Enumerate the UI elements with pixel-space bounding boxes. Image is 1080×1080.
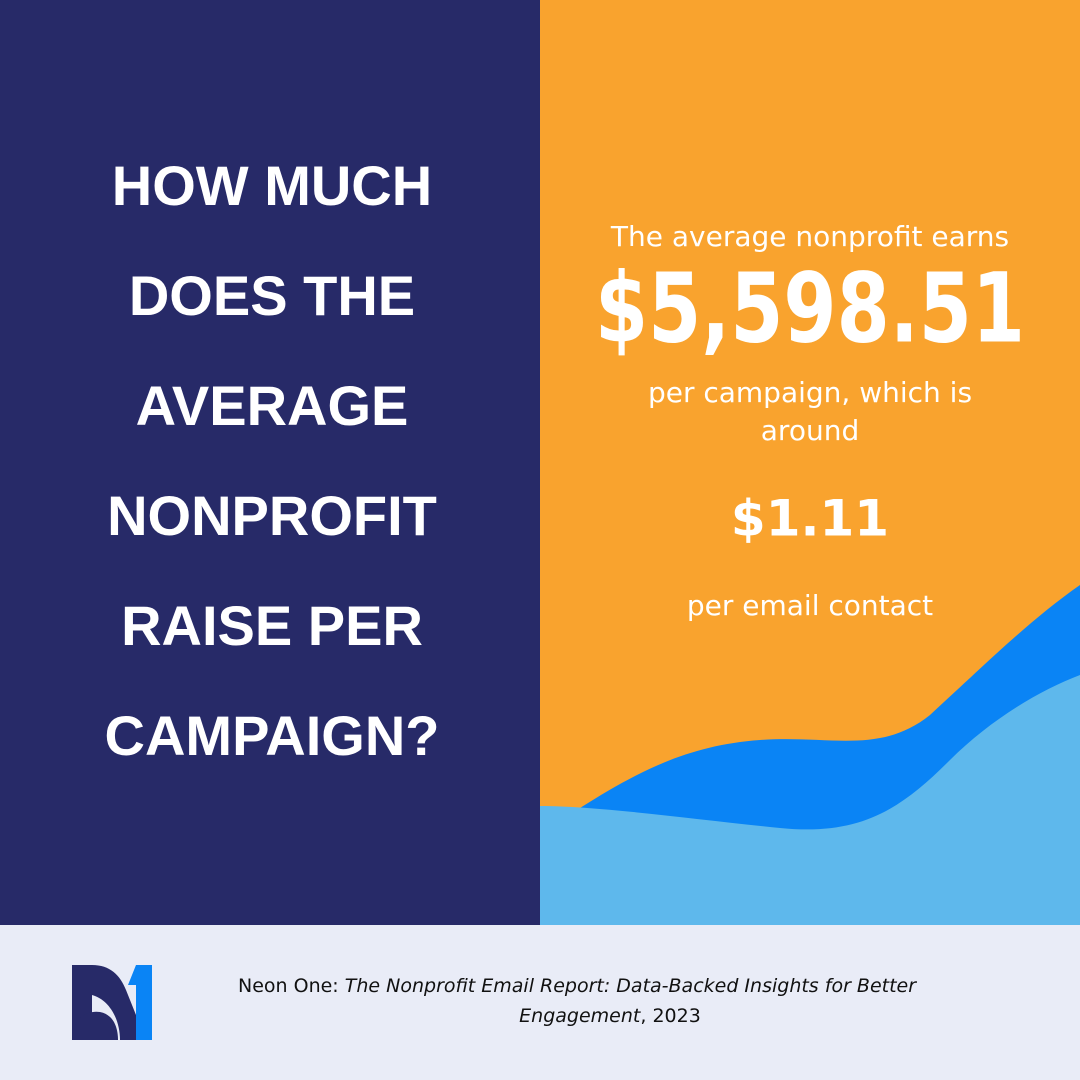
source-line: Neon One: The Nonprofit Email Report: Da… bbox=[238, 975, 917, 997]
question-line: HOW MUCH bbox=[112, 154, 432, 217]
question-line: AVERAGE bbox=[136, 374, 409, 437]
source-title: Engagement bbox=[519, 1005, 642, 1027]
stat-per-contact: $1.11 bbox=[731, 490, 889, 548]
stat-amount: $5,598.51 bbox=[595, 252, 1025, 364]
stat: The average nonprofit earns$5,598.51 per … bbox=[595, 220, 1025, 622]
source-title: The Nonprofit Email Report: Data-Backed … bbox=[345, 975, 917, 997]
question: HOW MUCH DOES THE AVERAGE NONPROFIT RAISE PE… bbox=[105, 154, 440, 767]
question-line: RAISE PER bbox=[121, 594, 423, 657]
source-line: Engagement, 2023 bbox=[519, 1005, 701, 1027]
logo-mark bbox=[128, 965, 152, 1040]
logo-mark bbox=[72, 1011, 118, 1040]
logo bbox=[72, 965, 152, 1040]
stat-intro: The average nonprofit earns bbox=[610, 220, 1009, 253]
stat-middle: per campaign, which is bbox=[648, 376, 972, 409]
wave-light bbox=[540, 675, 1080, 925]
question-line: CAMPAIGN? bbox=[105, 704, 440, 767]
footer bbox=[0, 925, 1080, 1080]
question-line: NONPROFIT bbox=[107, 484, 437, 547]
stat-outro: per email contact bbox=[687, 589, 933, 622]
question-line: DOES THE bbox=[129, 264, 415, 327]
source-publisher: Neon One: bbox=[238, 975, 339, 997]
stat-middle: around bbox=[761, 414, 859, 447]
left-panel bbox=[0, 0, 540, 925]
source-year: , 2023 bbox=[640, 1005, 700, 1027]
